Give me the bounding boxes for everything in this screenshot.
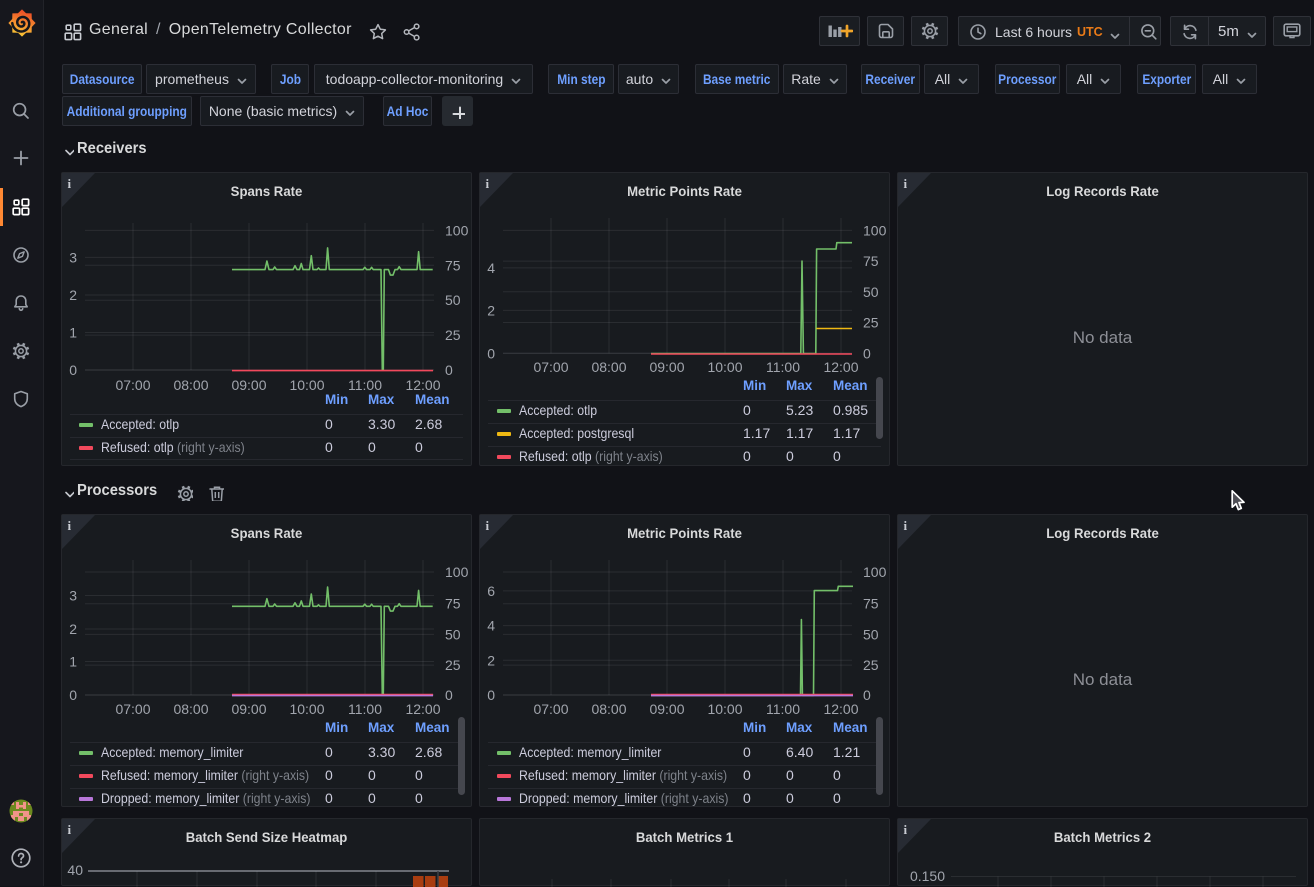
svg-text:12:00: 12:00	[823, 359, 858, 375]
svg-text:75: 75	[445, 596, 461, 612]
svg-text:50: 50	[863, 626, 879, 642]
svg-text:11:00: 11:00	[766, 701, 800, 717]
svg-text:6: 6	[487, 583, 495, 599]
svg-text:08:00: 08:00	[173, 701, 208, 717]
svg-text:3: 3	[69, 588, 77, 604]
svg-text:12:00: 12:00	[823, 701, 858, 717]
svg-text:75: 75	[863, 253, 879, 269]
svg-text:0: 0	[445, 362, 453, 378]
svg-text:0: 0	[863, 687, 871, 703]
svg-text:4: 4	[487, 618, 495, 634]
svg-text:25: 25	[445, 327, 461, 343]
svg-text:4: 4	[487, 260, 495, 276]
svg-text:2: 2	[487, 302, 495, 318]
svg-text:0: 0	[863, 345, 871, 361]
svg-text:08:00: 08:00	[173, 377, 208, 393]
svg-text:75: 75	[863, 596, 879, 612]
svg-text:100: 100	[863, 222, 887, 238]
svg-text:09:00: 09:00	[231, 377, 266, 393]
svg-text:40: 40	[67, 862, 83, 878]
svg-text:1: 1	[69, 654, 77, 670]
svg-text:i: i	[904, 518, 908, 533]
svg-text:11:00: 11:00	[348, 377, 382, 393]
svg-text:12:00: 12:00	[405, 377, 440, 393]
svg-text:i: i	[486, 518, 490, 533]
svg-text:i: i	[68, 822, 72, 837]
svg-text:0: 0	[69, 362, 77, 378]
svg-text:08:00: 08:00	[591, 359, 626, 375]
svg-text:10:00: 10:00	[707, 701, 742, 717]
svg-text:75: 75	[445, 257, 461, 273]
svg-text:07:00: 07:00	[533, 359, 568, 375]
svg-text:i: i	[486, 176, 490, 191]
svg-text:0: 0	[69, 687, 77, 703]
svg-text:0: 0	[487, 345, 495, 361]
svg-text:2: 2	[69, 621, 77, 637]
svg-text:1: 1	[69, 325, 77, 341]
svg-text:09:00: 09:00	[649, 701, 684, 717]
svg-text:0: 0	[445, 687, 453, 703]
svg-text:07:00: 07:00	[115, 701, 150, 717]
svg-text:i: i	[68, 176, 72, 191]
svg-text:12:00: 12:00	[405, 701, 440, 717]
svg-text:i: i	[904, 822, 908, 837]
svg-text:3: 3	[69, 249, 77, 265]
svg-text:08:00: 08:00	[591, 701, 626, 717]
svg-text:11:00: 11:00	[766, 359, 800, 375]
svg-text:10:00: 10:00	[707, 359, 742, 375]
svg-text:50: 50	[445, 626, 461, 642]
svg-text:07:00: 07:00	[115, 377, 150, 393]
svg-text:10:00: 10:00	[289, 377, 324, 393]
svg-text:07:00: 07:00	[533, 701, 568, 717]
svg-text:0.150: 0.150	[910, 868, 945, 884]
svg-text:100: 100	[445, 564, 469, 580]
svg-text:i: i	[68, 518, 72, 533]
svg-text:100: 100	[445, 222, 469, 238]
svg-text:25: 25	[445, 657, 461, 673]
svg-text:50: 50	[445, 292, 461, 308]
svg-text:2: 2	[69, 287, 77, 303]
svg-text:11:00: 11:00	[348, 701, 382, 717]
svg-text:25: 25	[863, 657, 879, 673]
svg-text:25: 25	[863, 315, 879, 331]
svg-text:0: 0	[487, 687, 495, 703]
svg-text:10:00: 10:00	[289, 701, 324, 717]
svg-text:50: 50	[863, 284, 879, 300]
svg-text:100: 100	[863, 564, 887, 580]
svg-text:09:00: 09:00	[231, 701, 266, 717]
svg-text:i: i	[904, 176, 908, 191]
svg-text:09:00: 09:00	[649, 359, 684, 375]
svg-text:2: 2	[487, 652, 495, 668]
